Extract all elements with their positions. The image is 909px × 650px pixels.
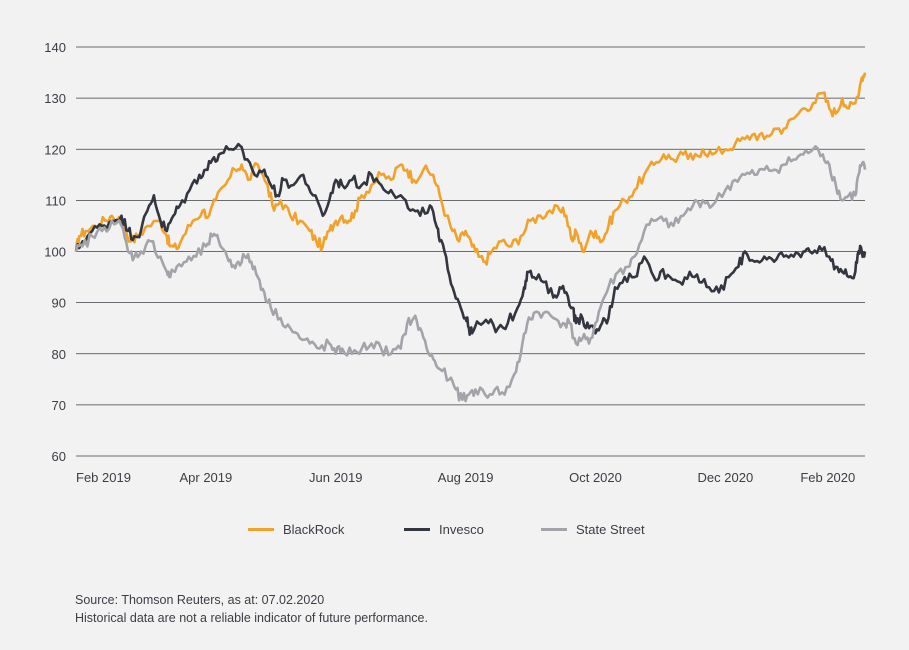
x-tick-label: Oct 2020 (569, 470, 622, 485)
source-note: Source: Thomson Reuters, as at: 07.02.20… (75, 593, 325, 607)
series-line-blackrock (74, 72, 867, 266)
line-chart: 60 70 80 90 100 110 120 130 140 Feb 2019 Apr 2019… (44, 40, 867, 485)
legend-item-invesco: Invesco (404, 522, 484, 537)
y-tick-label: 130 (44, 91, 66, 106)
legend-swatch-blackrock (248, 528, 274, 531)
x-tick-label: Aug 2019 (438, 470, 494, 485)
legend-label-invesco: Invesco (439, 522, 484, 537)
series-lines (74, 72, 867, 403)
y-axis-ticks: 60 70 80 90 100 110 120 130 140 (44, 40, 66, 464)
x-tick-label: Feb 2020 (800, 470, 855, 485)
y-tick-label: 100 (44, 245, 66, 260)
y-tick-label: 80 (52, 347, 66, 362)
y-tick-label: 110 (45, 193, 66, 208)
y-tick-label: 70 (52, 398, 66, 413)
x-axis-ticks: Feb 2019 Apr 2019 Jun 2019 Aug 2019 Oct 2020… (76, 470, 855, 485)
y-tick-label: 140 (44, 40, 66, 55)
series-line-state-street (74, 145, 867, 403)
y-tick-label: 60 (52, 449, 66, 464)
legend-label-blackrock: BlackRock (283, 522, 345, 537)
x-tick-label: Dec 2020 (698, 470, 754, 485)
legend-swatch-invesco (404, 528, 430, 531)
footnote: Source: Thomson Reuters, as at: 07.02.20… (75, 591, 428, 627)
y-tick-label: 90 (52, 296, 66, 311)
legend-label-state-street: State Street (576, 522, 645, 537)
x-tick-label: Feb 2019 (76, 470, 131, 485)
legend-swatch-state-street (541, 528, 567, 531)
series-line-invesco (74, 142, 867, 337)
legend-item-blackrock: BlackRock (248, 522, 344, 537)
legend: BlackRock Invesco State Street (0, 522, 909, 542)
disclaimer-note: Historical data are not a reliable indic… (75, 611, 428, 625)
legend-item-state-street: State Street (541, 522, 645, 537)
x-tick-label: Apr 2019 (179, 470, 232, 485)
x-tick-label: Jun 2019 (309, 470, 363, 485)
y-tick-label: 120 (44, 142, 66, 157)
grid-lines (76, 46, 865, 457)
